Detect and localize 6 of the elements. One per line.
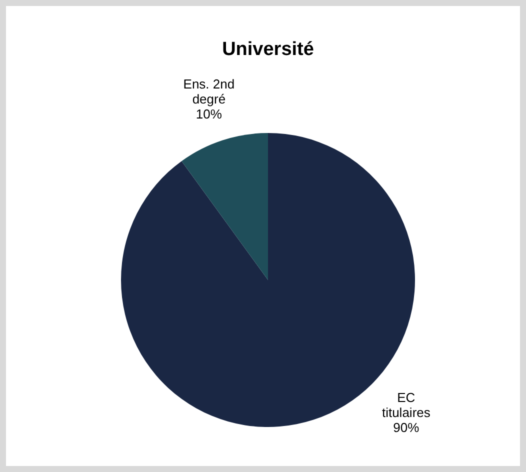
pie-slice [182,133,268,280]
slice-label: EC titulaires [382,390,431,420]
chart-title: Université [222,39,314,60]
slice-label: Ens. 2nd degré [183,76,235,106]
data-label: 90% [393,420,420,435]
data-label: 10% [196,106,222,122]
